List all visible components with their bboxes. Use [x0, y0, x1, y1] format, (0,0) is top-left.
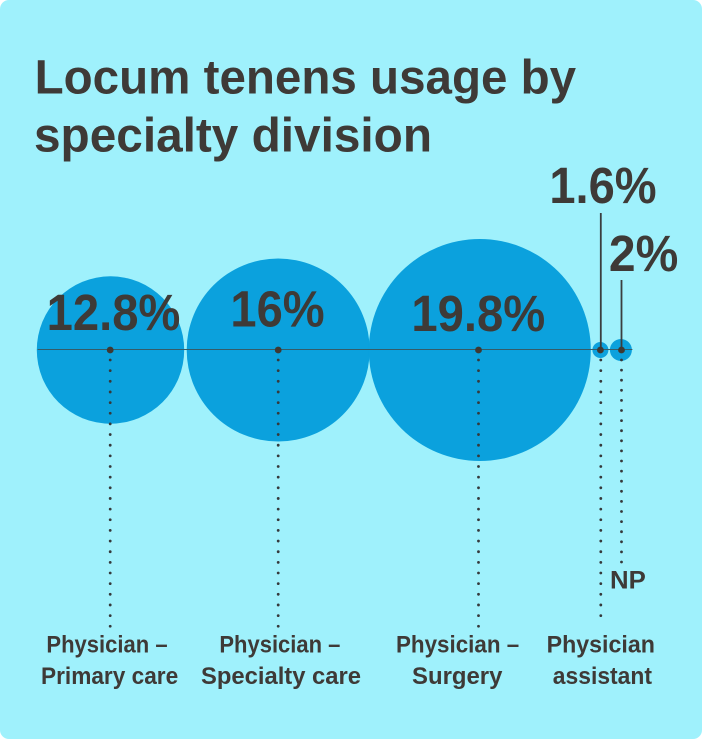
svg-text:19.8%: 19.8% — [411, 285, 545, 342]
svg-text:Surgery: Surgery — [412, 663, 503, 690]
svg-text:Primary care: Primary care — [41, 663, 178, 690]
svg-text:Physician –: Physician – — [396, 632, 519, 659]
svg-text:2%: 2% — [609, 225, 678, 282]
svg-text:Physician –: Physician – — [46, 632, 167, 659]
svg-text:specialty division: specialty division — [34, 110, 432, 163]
svg-text:Physician: Physician — [547, 632, 655, 659]
svg-text:assistant: assistant — [553, 663, 652, 690]
svg-text:Physician –: Physician – — [219, 632, 340, 659]
svg-text:12.8%: 12.8% — [47, 284, 181, 341]
svg-text:NP: NP — [610, 566, 646, 594]
svg-text:1.6%: 1.6% — [549, 157, 656, 214]
svg-text:Specialty care: Specialty care — [201, 663, 361, 690]
svg-text:16%: 16% — [230, 281, 324, 338]
svg-text:Locum tenens usage by: Locum tenens usage by — [35, 52, 577, 105]
